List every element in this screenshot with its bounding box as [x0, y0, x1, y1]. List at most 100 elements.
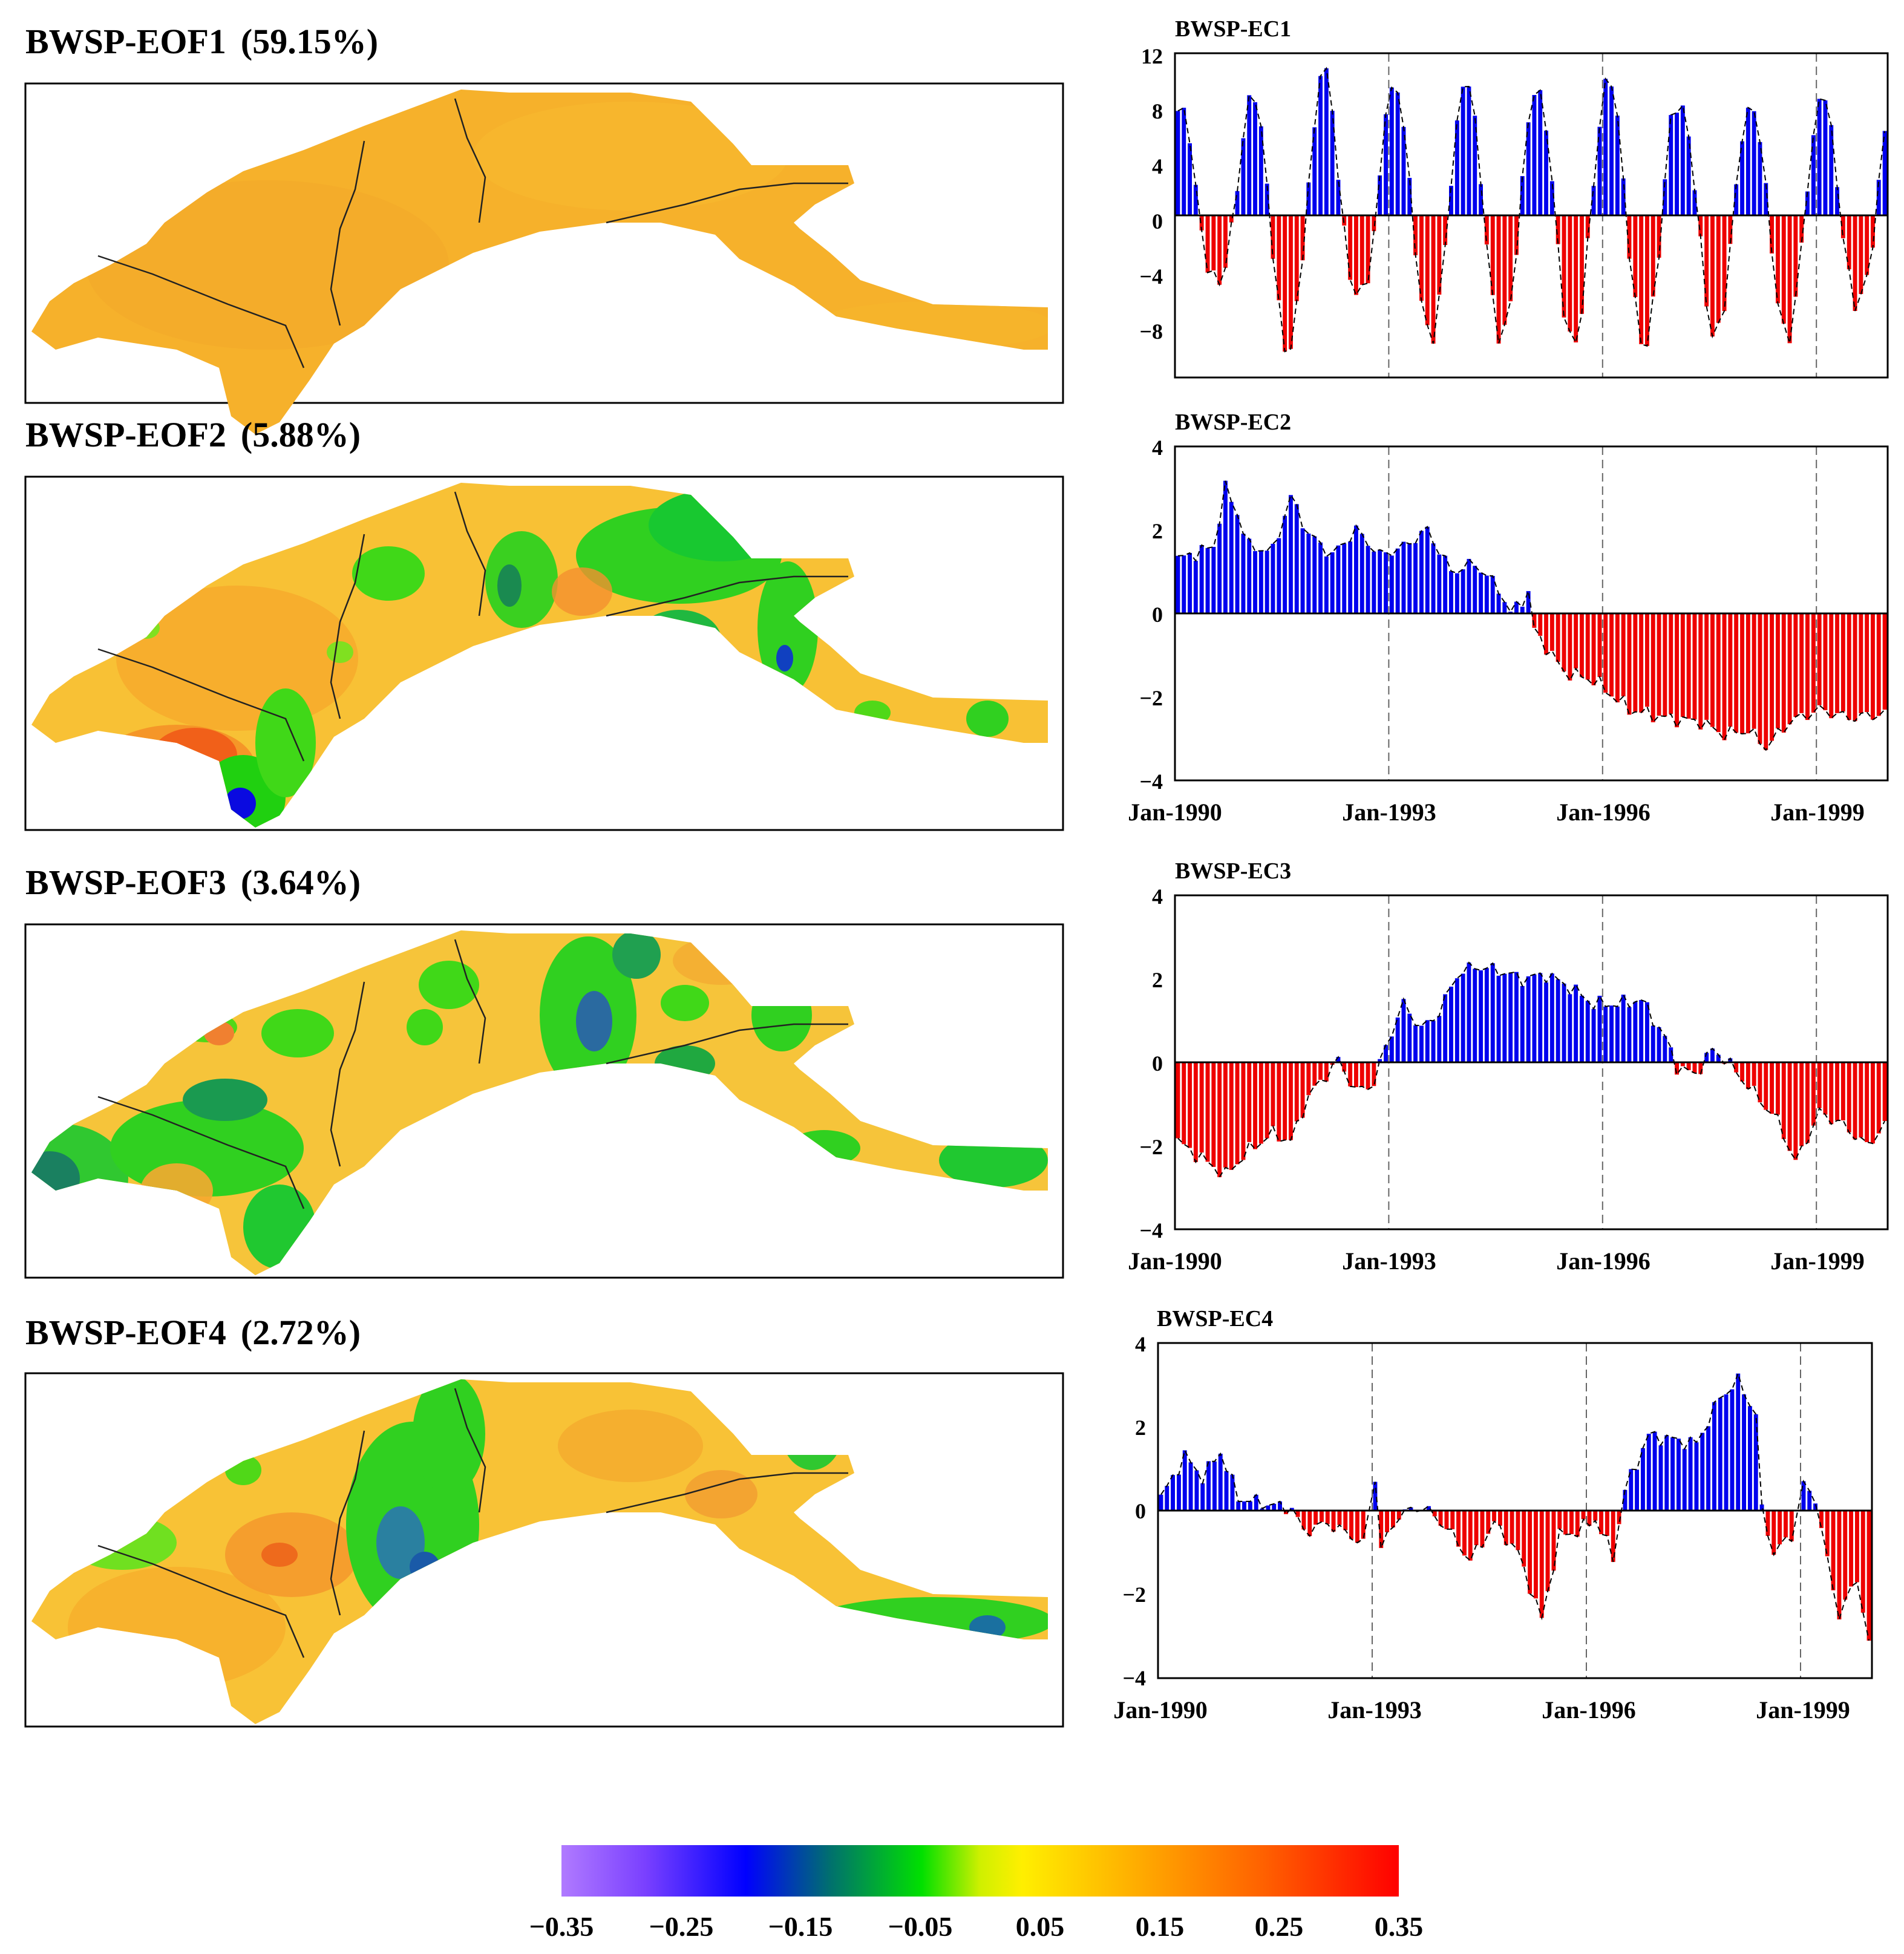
- ec2-bar: [1865, 613, 1870, 712]
- ec4-bar: [1819, 1511, 1824, 1528]
- ec3-bar: [1425, 1020, 1430, 1062]
- ec1-bar: [1650, 215, 1655, 297]
- ec2-xtick-1993: Jan-1993: [1342, 799, 1436, 826]
- ec1-bar: [1847, 215, 1851, 270]
- ec4-bar: [1165, 1486, 1170, 1511]
- ec3-bar: [1698, 1062, 1703, 1074]
- ec2-bar: [1324, 556, 1329, 613]
- ec3-bar: [1271, 1062, 1275, 1126]
- ec4-bar: [1177, 1474, 1181, 1511]
- ec1-bar: [1680, 105, 1685, 215]
- ec3-bar: [1514, 972, 1519, 1062]
- ec2-bar: [1627, 613, 1632, 715]
- ec4-bar: [1391, 1511, 1395, 1528]
- colorbar-tick-3: −0.15: [768, 1911, 833, 1942]
- map-title-eof3-percent: (3.64%): [241, 863, 361, 902]
- ec2-bar: [1663, 613, 1667, 717]
- ec3-bar: [1384, 1045, 1388, 1062]
- ec1-bar: [1805, 191, 1810, 215]
- ec2-bar: [1437, 554, 1442, 613]
- ec3-bar: [1348, 1062, 1353, 1086]
- ec2-dashed-line: [1177, 480, 1885, 751]
- ec2-bar: [1722, 613, 1727, 740]
- ec3-bar: [1407, 1013, 1412, 1062]
- ec1-bar: [1876, 180, 1881, 215]
- ec1-bar: [1520, 176, 1525, 215]
- ec2-bar: [1669, 613, 1673, 714]
- ec4-bar: [1438, 1511, 1443, 1526]
- ec1-bar: [1193, 185, 1198, 215]
- ec3-bar: [1467, 962, 1471, 1062]
- ec4-bar: [1212, 1461, 1217, 1511]
- ec2-bar: [1639, 613, 1644, 713]
- ec1-bar: [1597, 126, 1602, 215]
- ec4-ytick-4: 4: [1135, 1332, 1146, 1356]
- ec1-bar: [1318, 76, 1323, 215]
- ec1-bar: [1580, 215, 1584, 314]
- ec2-bar: [1258, 551, 1263, 613]
- ec4-bar: [1503, 1511, 1508, 1545]
- ec4-bar: [1522, 1511, 1526, 1567]
- ec3-bar: [1182, 1062, 1186, 1145]
- ec4-bar: [1373, 1482, 1378, 1511]
- ec1-bar: [1348, 215, 1353, 280]
- ec2-bar: [1840, 613, 1845, 712]
- ec2-bar: [1294, 504, 1299, 613]
- ec3-bar: [1728, 1058, 1733, 1062]
- ec4-bar: [1789, 1511, 1794, 1541]
- ec1-bar: [1740, 141, 1744, 215]
- ec4-bars: [1159, 1373, 1871, 1641]
- ec4-bar: [1516, 1511, 1520, 1550]
- ec2-bar: [1686, 613, 1691, 719]
- ec4-bar: [1218, 1454, 1223, 1511]
- ec4-bar: [1860, 1511, 1865, 1613]
- ec3-bar: [1300, 1062, 1305, 1118]
- ec1-bar: [1781, 215, 1786, 324]
- ec4-ytick-neg4: −4: [1122, 1666, 1146, 1690]
- ec3-bar: [1764, 1062, 1768, 1110]
- ec2-bar: [1306, 534, 1311, 613]
- ec4-bar: [1700, 1433, 1705, 1511]
- ec1-bar: [1645, 215, 1649, 346]
- ec1-ytick-neg8: −8: [1139, 319, 1163, 344]
- ec1-bar: [1461, 87, 1465, 215]
- ec4-bar: [1492, 1511, 1496, 1521]
- ec2-bar: [1544, 613, 1548, 655]
- ec2-frame: [1174, 445, 1889, 782]
- ec4-bar: [1730, 1389, 1735, 1511]
- ec2-bar: [1205, 547, 1210, 613]
- ec3-bar: [1669, 1047, 1673, 1062]
- ec3-bar: [1342, 1062, 1347, 1072]
- map-title-eof2-name: BWSP-EOF2: [25, 415, 226, 454]
- ec4-bar: [1587, 1511, 1592, 1526]
- ec3-bar: [1366, 1062, 1370, 1090]
- ec2-bar: [1342, 543, 1347, 613]
- ec2-bar: [1330, 552, 1335, 613]
- ec1-frame: [1174, 52, 1889, 379]
- ec4-bar: [1444, 1511, 1449, 1529]
- ec4-bar: [1534, 1511, 1538, 1599]
- ec1-bar: [1271, 215, 1275, 259]
- ec1-bar: [1253, 102, 1257, 215]
- map-region-eof1: [31, 90, 1048, 434]
- ec1-bar: [1532, 95, 1537, 215]
- ec4-bar: [1528, 1511, 1532, 1594]
- ec2-bar: [1585, 613, 1590, 680]
- ec4-bar: [1831, 1511, 1836, 1590]
- ec3-bar: [1645, 1002, 1649, 1062]
- ec2-bars: [1176, 480, 1887, 750]
- ec2-chart: BWSP-EC2 4 2 0 −2 −4 Jan-1990 Jan-1993 J…: [1128, 410, 1889, 826]
- ec1-bar: [1829, 125, 1834, 215]
- ec2-bar: [1835, 613, 1839, 713]
- ec1-bar: [1508, 215, 1513, 301]
- ec1-chart: BWSP-EC1 12 8 4 0 −4 −8: [1139, 16, 1889, 379]
- ec1-bar: [1871, 215, 1875, 248]
- ec4-bar: [1801, 1481, 1806, 1511]
- ec2-bar: [1603, 613, 1608, 693]
- ec3-bar: [1549, 973, 1554, 1062]
- ec3-bar: [1710, 1048, 1715, 1062]
- map-title-eof3-name: BWSP-EOF3: [25, 863, 226, 902]
- ec4-bar: [1605, 1511, 1609, 1536]
- map-title-eof1-percent: (59.15%): [241, 22, 378, 61]
- ec4-bar: [1646, 1434, 1651, 1511]
